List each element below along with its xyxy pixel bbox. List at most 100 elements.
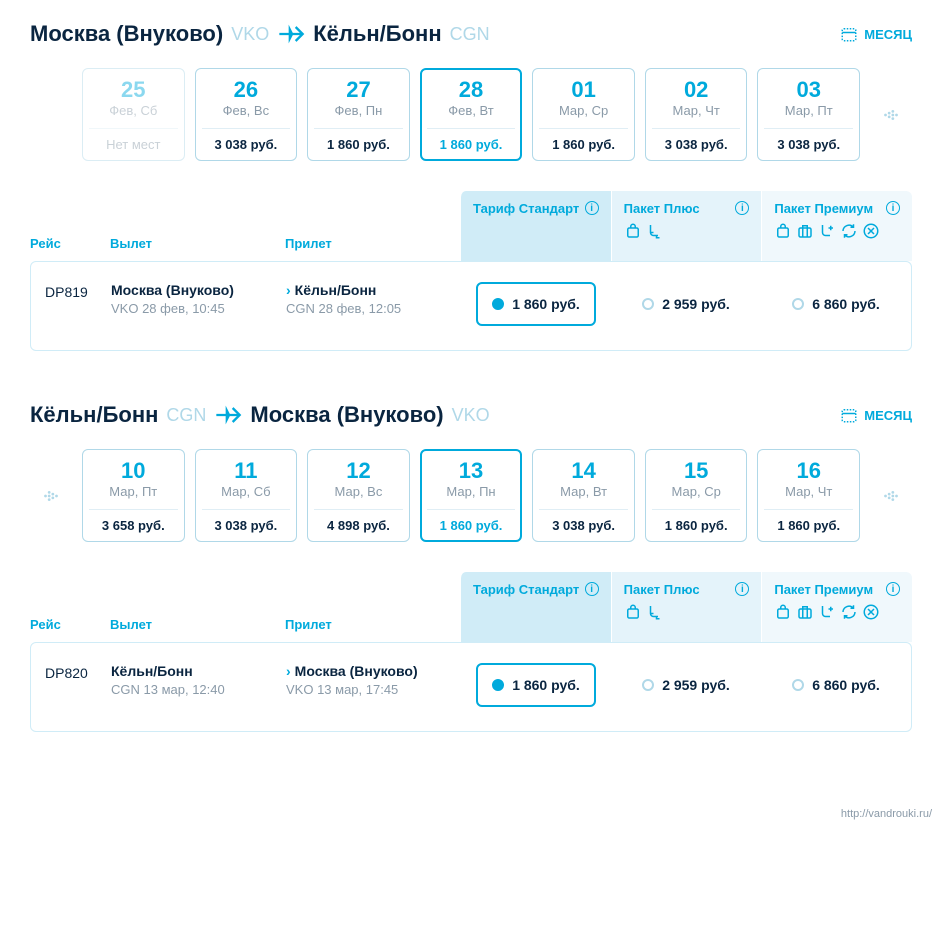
date-card[interactable]: 25 Фев, Сб Нет мест — [82, 68, 185, 161]
arr-details: CGN 28 фев, 12:05 — [286, 300, 461, 318]
date-price: 3 658 руб. — [89, 518, 178, 533]
seat-plus-icon — [818, 603, 836, 621]
seat-icon — [646, 603, 664, 621]
date-day: 16 — [764, 460, 853, 482]
month-label: МЕСЯЦ — [864, 27, 912, 42]
date-day: 27 — [314, 79, 403, 101]
info-icon[interactable]: i — [735, 582, 749, 596]
route-header: Кёльн/Бонн CGN Москва (Внуково) VKO МЕСЯ… — [30, 401, 912, 429]
price-value: 1 860 руб. — [512, 677, 580, 693]
divider — [427, 128, 516, 129]
arrow-icon: › — [286, 282, 291, 298]
arr-details: VKO 13 мар, 17:45 — [286, 681, 461, 699]
price-value: 2 959 руб. — [662, 296, 730, 312]
radio-icon — [792, 298, 804, 310]
info-icon[interactable]: i — [886, 201, 900, 215]
divider — [764, 128, 853, 129]
date-dow: Мар, Ср — [652, 484, 741, 499]
date-card[interactable]: 14 Мар, Вт 3 038 руб. — [532, 449, 635, 542]
dep-city: Кёльн/Бонн — [111, 663, 286, 679]
price-option-premium[interactable]: 6 860 руб. — [776, 663, 896, 707]
divider — [652, 128, 741, 129]
route-from-code: VKO — [231, 24, 269, 45]
date-day: 28 — [427, 79, 516, 101]
info-icon[interactable]: i — [585, 582, 599, 596]
date-card[interactable]: 16 Мар, Чт 1 860 руб. — [757, 449, 860, 542]
date-card[interactable]: 10 Мар, Пт 3 658 руб. — [82, 449, 185, 542]
date-card[interactable]: 01 Мар, Ср 1 860 руб. — [532, 68, 635, 161]
cancel-icon — [862, 603, 880, 621]
date-next-button[interactable] — [870, 68, 912, 161]
price-option-standard[interactable]: 1 860 руб. — [476, 663, 596, 707]
date-day: 03 — [764, 79, 853, 101]
date-row: 10 Мар, Пт 3 658 руб. 11 Мар, Сб 3 038 р… — [30, 449, 912, 542]
price-option-premium[interactable]: 6 860 руб. — [776, 282, 896, 326]
date-card[interactable]: 12 Мар, Вс 4 898 руб. — [307, 449, 410, 542]
arrow-icon: › — [286, 663, 291, 679]
date-dow: Мар, Чт — [764, 484, 853, 499]
info-icon[interactable]: i — [585, 201, 599, 215]
departure-segment: Москва (Внуково) VKO 28 фев, 10:45 — [111, 282, 286, 318]
refresh-icon — [840, 222, 858, 240]
date-next-button[interactable] — [870, 449, 912, 542]
th-arrival: Прилет — [285, 617, 460, 632]
divider — [89, 128, 178, 129]
date-price: 1 860 руб. — [427, 518, 516, 533]
month-link[interactable]: МЕСЯЦ — [840, 25, 912, 43]
info-icon[interactable]: i — [735, 201, 749, 215]
price-value: 2 959 руб. — [662, 677, 730, 693]
radio-icon — [492, 298, 504, 310]
date-dow: Мар, Пт — [89, 484, 178, 499]
bag-icon — [774, 603, 792, 621]
tariff-header-standard: Тариф Стандартi — [460, 572, 611, 642]
date-price: 3 038 руб. — [764, 137, 853, 152]
th-departure: Вылет — [110, 617, 285, 632]
date-card[interactable]: 11 Мар, Сб 3 038 руб. — [195, 449, 298, 542]
divider — [427, 509, 516, 510]
tariff-label: Пакет Плюс — [624, 582, 700, 597]
th-flight: Рейс — [30, 617, 110, 632]
divider — [539, 128, 628, 129]
date-day: 14 — [539, 460, 628, 482]
route-to: Москва (Внуково) — [250, 402, 443, 428]
flight-block: Рейс Вылет Прилет Тариф Стандартi Пакет … — [30, 191, 912, 261]
table-header: Рейс Вылет Прилет — [30, 191, 460, 261]
route-to-code: CGN — [450, 24, 490, 45]
tariff-header-standard: Тариф Стандартi — [460, 191, 611, 261]
date-prev-button[interactable] — [30, 449, 72, 542]
date-price: 3 038 руб. — [652, 137, 741, 152]
suitcase-icon — [796, 222, 814, 240]
route-to: Кёльн/Бонн — [313, 21, 441, 47]
price-option-standard[interactable]: 1 860 руб. — [476, 282, 596, 326]
price-value: 6 860 руб. — [812, 677, 880, 693]
bag-icon — [624, 603, 642, 621]
date-day: 01 — [539, 79, 628, 101]
date-card[interactable]: 28 Фев, Вт 1 860 руб. — [420, 68, 523, 161]
date-dow: Мар, Пт — [764, 103, 853, 118]
date-card[interactable]: 27 Фев, Пн 1 860 руб. — [307, 68, 410, 161]
th-departure: Вылет — [110, 236, 285, 251]
radio-icon — [642, 298, 654, 310]
date-dow: Мар, Чт — [652, 103, 741, 118]
date-card[interactable]: 03 Мар, Пт 3 038 руб. — [757, 68, 860, 161]
dep-details: VKO 28 фев, 10:45 — [111, 300, 286, 318]
divider — [652, 509, 741, 510]
month-link[interactable]: МЕСЯЦ — [840, 406, 912, 424]
date-card[interactable]: 26 Фев, Вс 3 038 руб. — [195, 68, 298, 161]
date-price: 3 038 руб. — [202, 518, 291, 533]
date-price: 3 038 руб. — [202, 137, 291, 152]
tariff-label: Пакет Премиум — [774, 582, 873, 597]
date-card[interactable]: 15 Мар, Ср 1 860 руб. — [645, 449, 748, 542]
date-dow: Мар, Вт — [539, 484, 628, 499]
date-card[interactable]: 02 Мар, Чт 3 038 руб. — [645, 68, 748, 161]
table-header: Рейс Вылет Прилет — [30, 572, 460, 642]
price-option-plus[interactable]: 2 959 руб. — [626, 282, 746, 326]
date-dow: Мар, Пн — [427, 484, 516, 499]
date-dow: Фев, Вт — [427, 103, 516, 118]
price-option-plus[interactable]: 2 959 руб. — [626, 663, 746, 707]
arr-city: Москва (Внуково) — [295, 663, 418, 679]
seat-icon — [646, 222, 664, 240]
arrival-segment: ›Москва (Внуково) VKO 13 мар, 17:45 — [286, 663, 461, 699]
info-icon[interactable]: i — [886, 582, 900, 596]
date-card[interactable]: 13 Мар, Пн 1 860 руб. — [420, 449, 523, 542]
